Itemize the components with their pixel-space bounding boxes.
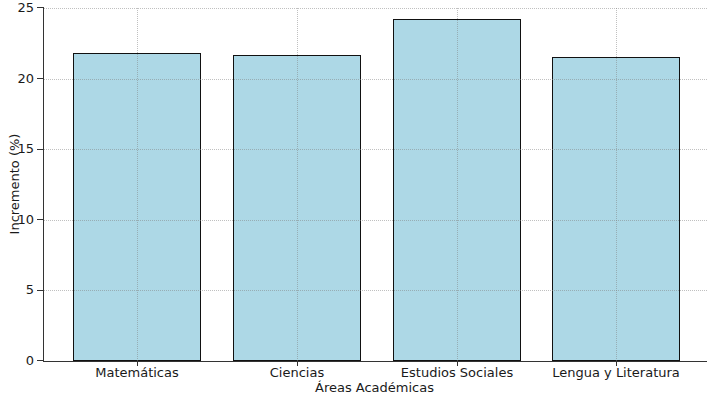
y-tick-mark — [37, 360, 44, 361]
x-axis-title: Áreas Académicas — [43, 380, 706, 395]
y-tick-label: 5 — [26, 281, 34, 299]
x-tick-label: Matemáticas — [95, 365, 179, 380]
x-tick-label: Estudios Sociales — [401, 365, 513, 380]
bar-chart-figure: Incremento (%) MatemáticasCienciasEstudi… — [0, 0, 716, 400]
bar — [552, 57, 680, 361]
y-tick-mark — [37, 290, 44, 291]
y-tick-label: 20 — [17, 70, 34, 88]
y-tick-mark — [37, 219, 44, 220]
y-tick-label: 0 — [26, 352, 34, 370]
y-tick-label: 25 — [17, 0, 34, 17]
y-tick-mark — [37, 7, 44, 8]
y-tick-mark — [37, 78, 44, 79]
bar — [233, 55, 361, 361]
y-tick-mark — [37, 149, 44, 150]
x-tick-label: Lengua y Literatura — [552, 365, 680, 380]
y-tick-label: 15 — [17, 140, 34, 158]
bar — [393, 19, 521, 361]
y-tick-label: 10 — [17, 211, 34, 229]
plot-area: MatemáticasCienciasEstudios SocialesLeng… — [43, 8, 707, 362]
bar — [73, 53, 201, 361]
x-tick-label: Ciencias — [270, 365, 324, 380]
h-gridline — [44, 8, 707, 9]
